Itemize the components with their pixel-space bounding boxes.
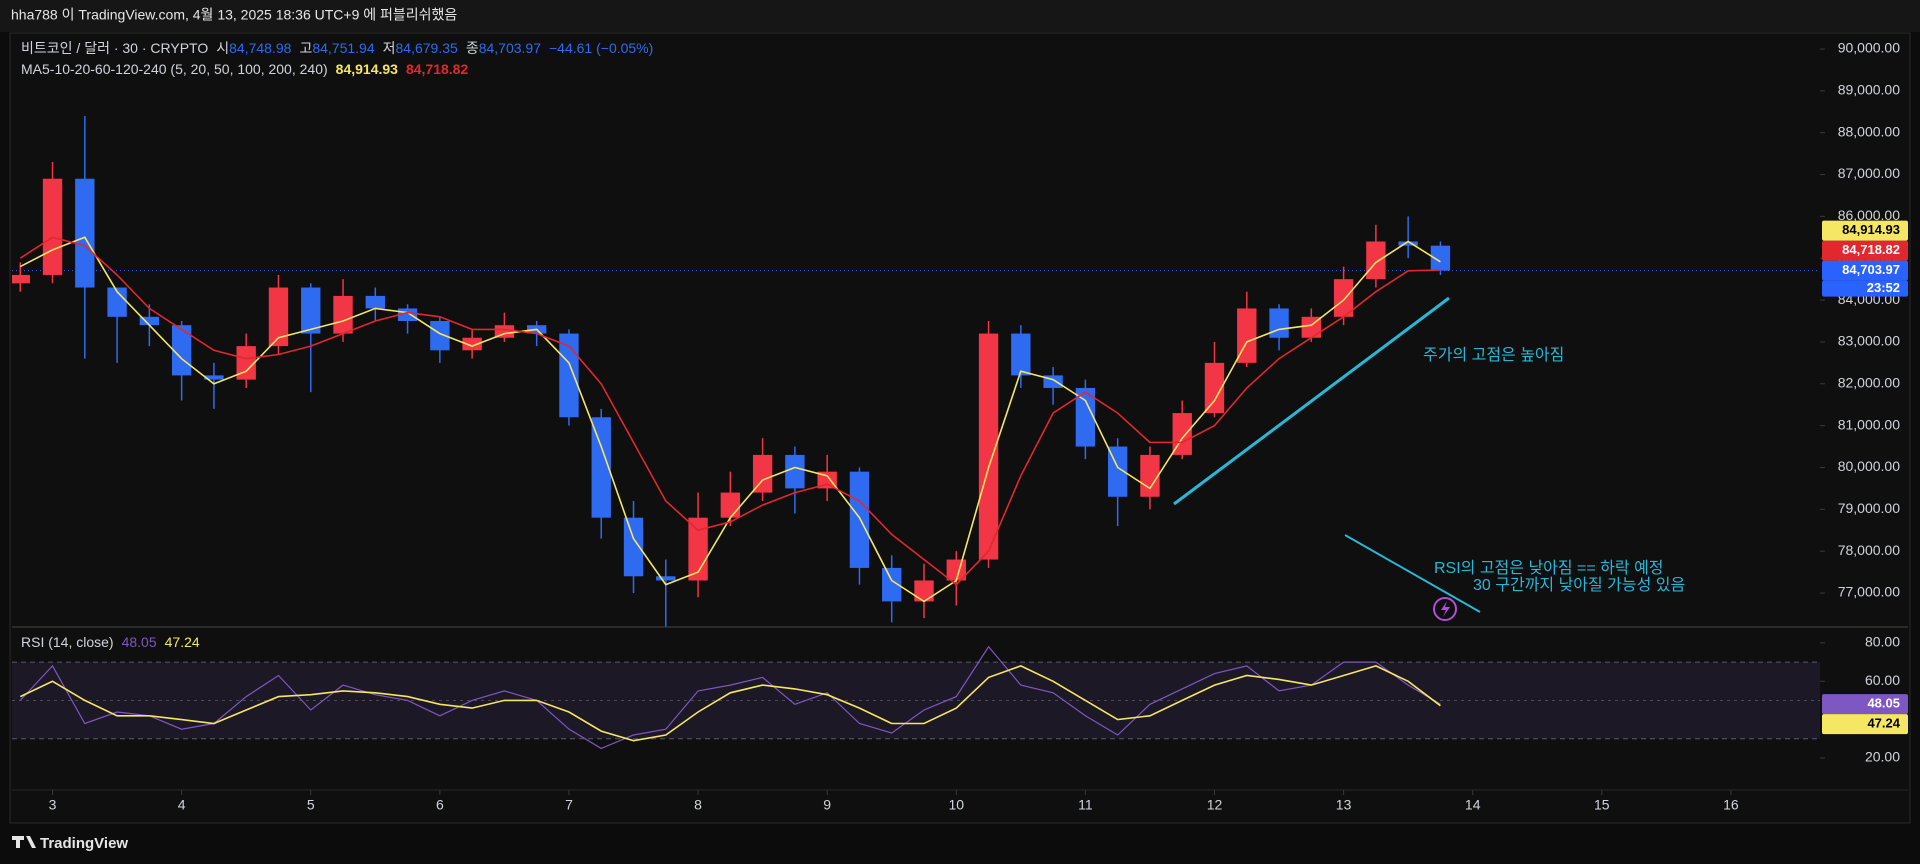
rsi-ma-tag-label: 47.24 bbox=[1867, 716, 1900, 731]
candle-body bbox=[333, 296, 352, 334]
candle-body bbox=[1269, 308, 1288, 337]
y-tick-label: 20.00 bbox=[1865, 749, 1900, 765]
candle-body bbox=[850, 472, 869, 568]
x-tick-label: 4 bbox=[178, 797, 186, 813]
x-tick-label: 11 bbox=[1078, 797, 1093, 813]
candle-body bbox=[721, 493, 740, 518]
y-tick-label: 88,000.00 bbox=[1838, 123, 1900, 139]
indicator: MA5-10-20-60-120-240 (5, 20, 50, 100, 20… bbox=[21, 61, 328, 77]
x-tick-label: 8 bbox=[694, 797, 702, 813]
x-tick-label: 15 bbox=[1594, 797, 1610, 813]
legend-key: 종 bbox=[466, 40, 479, 56]
price-tag-label: 84,703.97 bbox=[1842, 262, 1900, 277]
ma-tag-label: 84,914.93 bbox=[1842, 222, 1900, 237]
candle-body bbox=[1366, 241, 1385, 279]
legend-value: 84,751.94 bbox=[312, 40, 374, 56]
candle-body bbox=[656, 576, 675, 580]
rsi-tag-label: 48.05 bbox=[1867, 696, 1900, 711]
candle-body bbox=[785, 455, 804, 488]
candle-body bbox=[75, 179, 94, 288]
ma-tag-label: 84,718.82 bbox=[1842, 242, 1900, 257]
candle-body bbox=[1011, 334, 1030, 376]
annotation: 30 구간까지 낮아질 가능성 있음 bbox=[1473, 576, 1685, 594]
legend-value: 84,914.93 bbox=[336, 61, 398, 77]
y-tick-label: 83,000.00 bbox=[1838, 333, 1900, 349]
footer-logo[interactable]: TradingView bbox=[40, 835, 128, 852]
y-tick-label: 82,000.00 bbox=[1838, 374, 1900, 390]
y-tick-label: 60.00 bbox=[1865, 672, 1900, 688]
x-tick-label: 9 bbox=[823, 797, 831, 813]
y-tick-label: 79,000.00 bbox=[1838, 500, 1900, 516]
y-tick-label: 80,000.00 bbox=[1838, 458, 1900, 474]
y-tick-label: 89,000.00 bbox=[1838, 82, 1900, 98]
legend-value: 84,679.35 bbox=[396, 40, 458, 56]
x-tick-label: 14 bbox=[1465, 797, 1481, 813]
candle-body bbox=[172, 325, 191, 375]
y-tick-label: 80.00 bbox=[1865, 634, 1900, 650]
x-tick-label: 13 bbox=[1336, 797, 1352, 813]
candle-body bbox=[43, 179, 62, 275]
legend-value: 48.05 bbox=[122, 634, 157, 650]
legend-value: 84,718.82 bbox=[406, 61, 468, 77]
candle-body bbox=[11, 275, 30, 283]
x-tick-label: 5 bbox=[307, 797, 315, 813]
candle-body bbox=[1140, 455, 1159, 497]
candle-body bbox=[301, 288, 320, 334]
candle-body bbox=[914, 580, 933, 601]
y-tick-label: 77,000.00 bbox=[1838, 584, 1900, 600]
legend-row: 비트코인 / 달러 · 30 · CRYPTO 시84,748.98 고84,751… bbox=[21, 40, 653, 56]
legend-key: 시 bbox=[216, 40, 229, 56]
legend-change: −44.61 (−0.05%) bbox=[549, 40, 653, 56]
legend-value: 47.24 bbox=[165, 634, 200, 650]
legend-row: RSI (14, close) 48.05 47.24 bbox=[21, 634, 200, 650]
y-tick-label: 81,000.00 bbox=[1838, 416, 1900, 432]
symbol: 비트코인 / 달러 · 30 · CRYPTO bbox=[21, 40, 208, 56]
legend-key: 고 bbox=[299, 40, 312, 56]
annotation: RSI의 고점은 낮아짐 == 하락 예정 bbox=[1434, 559, 1664, 577]
annotation: 주가의 고점은 높아짐 bbox=[1423, 346, 1564, 364]
x-tick-label: 3 bbox=[49, 797, 57, 813]
legend-key: 저 bbox=[383, 40, 396, 56]
indicator: RSI (14, close) bbox=[21, 634, 114, 650]
x-tick-label: 12 bbox=[1207, 797, 1223, 813]
legend-value: 84,748.98 bbox=[229, 40, 291, 56]
countdown-tag-label: 23:52 bbox=[1867, 280, 1900, 295]
x-tick-label: 6 bbox=[436, 797, 444, 813]
y-tick-label: 78,000.00 bbox=[1838, 542, 1900, 558]
y-tick-label: 90,000.00 bbox=[1838, 40, 1900, 56]
y-tick-label: 87,000.00 bbox=[1838, 165, 1900, 181]
x-tick-label: 7 bbox=[565, 797, 573, 813]
candle-body bbox=[366, 296, 385, 309]
x-tick-label: 10 bbox=[948, 797, 964, 813]
legend-value: 84,703.97 bbox=[479, 40, 541, 56]
x-tick-label: 16 bbox=[1723, 797, 1739, 813]
header-text: hha788 이 TradingView.com, 4월 13, 2025 18… bbox=[11, 7, 457, 23]
